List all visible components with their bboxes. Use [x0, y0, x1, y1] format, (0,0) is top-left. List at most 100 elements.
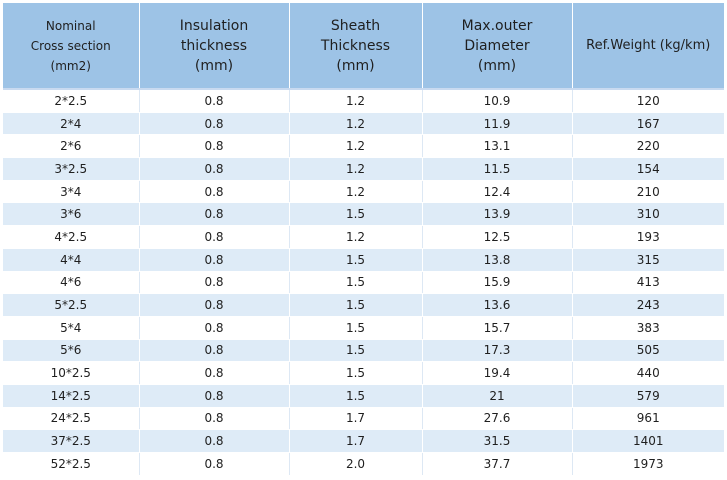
table-row: 3*2.5 0.8 1.2 11.5 154 [3, 157, 724, 181]
cell-insulation-thickness: 0.8 [138, 225, 289, 249]
table-row: 4*2.5 0.8 1.2 12.5 193 [3, 225, 724, 249]
table-row: 10*2.5 0.8 1.5 19.4 440 [3, 361, 724, 385]
cell-insulation-thickness: 0.8 [138, 134, 289, 159]
table-row: 2*6 0.8 1.2 13.1 220 [3, 134, 724, 159]
header-row: Nominal Cross section (mm2) Insulation t… [3, 3, 724, 89]
cell-ref-weight: 193 [571, 225, 724, 249]
header-insulation-thickness: Insulation thickness (mm) [138, 3, 289, 89]
cell-ref-weight: 961 [571, 407, 724, 431]
cell-max-outer-diameter: 17.3 [421, 339, 572, 363]
cell-insulation-thickness: 0.8 [138, 112, 289, 136]
cell-insulation-thickness: 0.8 [138, 248, 289, 272]
cell-insulation-thickness: 0.8 [138, 180, 289, 204]
cell-ref-weight: 310 [571, 202, 724, 227]
cell-ref-weight: 440 [571, 361, 724, 385]
header-text: Diameter [464, 37, 530, 54]
table-body: 2*2.5 0.8 1.2 10.9 120 2*4 0.8 1.2 11.9 167 2*6 0.8… [3, 87, 724, 476]
cell-max-outer-diameter: 13.1 [421, 134, 572, 159]
header-text: thickness [180, 37, 248, 54]
cell-max-outer-diameter: 10.9 [421, 87, 572, 113]
cell-max-outer-diameter: 13.9 [421, 202, 572, 227]
cell-max-outer-diameter: 15.9 [421, 271, 572, 295]
cell-max-outer-diameter: 21 [421, 384, 572, 408]
cell-ref-weight: 579 [571, 384, 724, 408]
cell-ref-weight: 167 [571, 112, 724, 136]
cell-max-outer-diameter: 11.9 [421, 112, 572, 136]
cell-cross-section: 52*2.5 [3, 452, 139, 476]
cell-cross-section: 3*6 [3, 202, 139, 227]
cell-max-outer-diameter: 12.5 [421, 225, 572, 249]
cell-cross-section: 37*2.5 [3, 429, 139, 453]
cell-insulation-thickness: 0.8 [138, 384, 289, 408]
table-row: 4*6 0.8 1.5 15.9 413 [3, 271, 724, 295]
cell-insulation-thickness: 0.8 [138, 87, 289, 113]
cell-sheath-thickness: 1.5 [288, 271, 422, 295]
cell-max-outer-diameter: 13.6 [421, 293, 572, 317]
cell-max-outer-diameter: 37.7 [421, 452, 572, 476]
header-text: Ref.Weight (kg/km) [586, 37, 711, 53]
cell-ref-weight: 1973 [571, 452, 724, 476]
table-row: 52*2.5 0.8 2.0 37.7 1973 [3, 452, 724, 476]
table-row: 5*6 0.8 1.5 17.3 505 [3, 339, 724, 363]
cell-insulation-thickness: 0.8 [138, 361, 289, 385]
header-text: Insulation [179, 17, 249, 34]
cell-sheath-thickness: 1.7 [288, 429, 422, 453]
cell-ref-weight: 505 [571, 339, 724, 363]
cell-ref-weight: 210 [571, 180, 724, 204]
table-row: 37*2.5 0.8 1.7 31.5 1401 [3, 429, 724, 453]
header-text: Thickness [320, 37, 391, 54]
cell-sheath-thickness: 1.2 [288, 87, 422, 113]
cell-ref-weight: 1401 [571, 429, 724, 453]
cell-ref-weight: 383 [571, 316, 724, 340]
cell-insulation-thickness: 0.8 [138, 452, 289, 476]
cell-cross-section: 2*4 [3, 112, 139, 136]
header-text: (mm) [194, 57, 234, 74]
cell-sheath-thickness: 1.5 [288, 384, 422, 408]
cell-cross-section: 4*6 [3, 271, 139, 295]
cell-sheath-thickness: 1.5 [288, 361, 422, 385]
cell-max-outer-diameter: 15.7 [421, 316, 572, 340]
cell-cross-section: 2*2.5 [3, 87, 139, 113]
cell-sheath-thickness: 1.2 [288, 180, 422, 204]
cell-insulation-thickness: 0.8 [138, 316, 289, 340]
cable-spec-table: Nominal Cross section (mm2) Insulation t… [3, 3, 724, 476]
cell-max-outer-diameter: 31.5 [421, 429, 572, 453]
cell-cross-section: 4*4 [3, 248, 139, 272]
cell-sheath-thickness: 1.5 [288, 339, 422, 363]
cell-max-outer-diameter: 11.5 [421, 157, 572, 181]
cell-cross-section: 3*2.5 [3, 157, 139, 181]
cell-insulation-thickness: 0.8 [138, 429, 289, 453]
cell-cross-section: 14*2.5 [3, 384, 139, 408]
table-row: 2*2.5 0.8 1.2 10.9 120 [3, 87, 724, 113]
cell-insulation-thickness: 0.8 [138, 202, 289, 227]
cell-cross-section: 5*2.5 [3, 293, 139, 317]
cell-ref-weight: 220 [571, 134, 724, 159]
header-text: (mm) [477, 57, 517, 74]
cell-ref-weight: 243 [571, 293, 724, 317]
cell-insulation-thickness: 0.8 [138, 157, 289, 181]
cell-cross-section: 2*6 [3, 134, 139, 159]
cell-sheath-thickness: 1.7 [288, 407, 422, 431]
cell-sheath-thickness: 1.2 [288, 157, 422, 181]
cell-ref-weight: 413 [571, 271, 724, 295]
cell-insulation-thickness: 0.8 [138, 293, 289, 317]
header-text: (mm2) [50, 58, 91, 73]
cell-sheath-thickness: 2.0 [288, 452, 422, 476]
header-sheath-thickness: Sheath Thickness (mm) [288, 3, 422, 89]
cell-max-outer-diameter: 19.4 [421, 361, 572, 385]
cell-max-outer-diameter: 13.8 [421, 248, 572, 272]
header-text: Cross section [30, 38, 111, 53]
cell-insulation-thickness: 0.8 [138, 271, 289, 295]
cell-ref-weight: 315 [571, 248, 724, 272]
cell-sheath-thickness: 1.5 [288, 202, 422, 227]
header-text: Sheath [330, 17, 381, 34]
cell-ref-weight: 120 [571, 87, 724, 113]
cell-ref-weight: 154 [571, 157, 724, 181]
cell-cross-section: 4*2.5 [3, 225, 139, 249]
header-ref-weight: Ref.Weight (kg/km) [571, 3, 724, 89]
table-row: 5*4 0.8 1.5 15.7 383 [3, 316, 724, 340]
cell-max-outer-diameter: 12.4 [421, 180, 572, 204]
table-row: 4*4 0.8 1.5 13.8 315 [3, 248, 724, 272]
cell-cross-section: 5*6 [3, 339, 139, 363]
header-text: (mm) [336, 57, 375, 74]
